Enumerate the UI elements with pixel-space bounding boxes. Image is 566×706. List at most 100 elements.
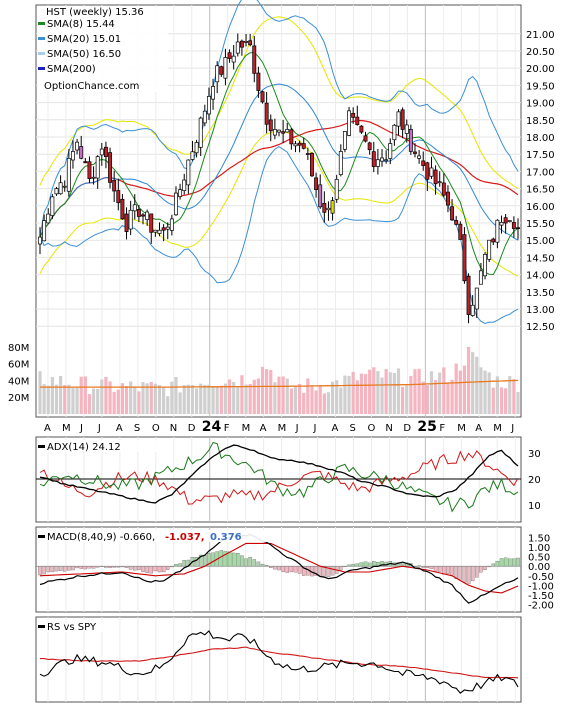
volume-bar (162, 386, 166, 414)
volume-bar (186, 384, 190, 414)
macd-histogram-bar (231, 552, 236, 567)
volume-bar (466, 346, 471, 414)
candle-body (198, 117, 203, 148)
bollinger-upper-line (39, 0, 519, 238)
candle-body (54, 188, 59, 195)
price-y-tick-label: 15.50 (526, 219, 555, 230)
volume-bar (54, 384, 59, 414)
volume-bar (347, 375, 351, 414)
candle-body (231, 55, 236, 63)
x-tick-label: D (188, 423, 196, 434)
candle-body (190, 151, 195, 160)
macd-hist-label: 0.376 (210, 532, 242, 543)
volume-bar (104, 376, 108, 414)
rs-lines (39, 630, 519, 694)
volume-bar (38, 371, 42, 414)
candle-body (141, 214, 145, 217)
candle-body (248, 40, 253, 46)
candle-body (178, 189, 183, 197)
legend-sma20: SMA(20) 15.01 (47, 34, 121, 45)
candle-body (153, 229, 158, 233)
volume-y-tick-label: 80M (8, 343, 29, 354)
volume-bar (260, 366, 265, 414)
candle-body (495, 219, 500, 243)
candle-body (351, 112, 356, 118)
x-tick-label: O (152, 423, 160, 434)
volume-bar (417, 368, 421, 414)
volume-bar (335, 380, 339, 414)
price-overlays (39, 0, 519, 325)
volume-y-axis: 80M 60M 40M 20M (8, 343, 29, 404)
macd-histogram-bar (289, 566, 294, 573)
candle-body (511, 222, 516, 229)
volume-bar (199, 383, 203, 414)
x-tick-label: S (134, 423, 140, 434)
price-y-tick-label: 16.50 (526, 185, 555, 196)
candle-body (50, 196, 55, 216)
volume-bar (421, 381, 425, 414)
x-tick-label: S (349, 423, 355, 434)
volume-bar (256, 378, 260, 414)
candle-body (466, 275, 471, 315)
macd-histogram-bar (182, 560, 186, 567)
candle-body (516, 227, 520, 230)
candle-body (462, 234, 467, 282)
candle-body (227, 52, 232, 59)
volume-bar (512, 379, 516, 414)
volume-bar (153, 383, 157, 414)
volume-bar (314, 390, 318, 414)
macd-histogram-bar (483, 566, 487, 570)
volume-bar (244, 384, 248, 414)
price-y-tick-label: 16.00 (526, 202, 555, 213)
macd-histogram-bar (479, 566, 483, 573)
volume-bar (178, 392, 182, 414)
candle-body (305, 153, 310, 155)
macd-histogram-bar (273, 566, 277, 570)
volume-bar (380, 377, 384, 414)
macd-histogram-bar (153, 566, 158, 572)
macd-histogram-bar (133, 566, 137, 571)
volume-bar (450, 379, 454, 414)
candle-body (421, 160, 426, 166)
macd-histogram-bar (71, 566, 75, 571)
candle-body (87, 161, 92, 179)
candle-body (318, 184, 323, 208)
macd-signal-label: -1.037, (165, 532, 205, 543)
candle-body (219, 66, 224, 75)
legend-sma200: SMA(200) (47, 64, 96, 75)
macd-histogram-bar (203, 555, 207, 567)
x-tick-label: M (242, 423, 251, 434)
sma8-line (39, 52, 519, 276)
candle-body (338, 151, 343, 176)
candle-body (108, 152, 113, 183)
volume-bar (302, 392, 306, 414)
volume-bar (487, 372, 491, 414)
volume-bar (120, 383, 125, 414)
candle-body (58, 182, 63, 195)
x-tick-label: A (44, 423, 51, 434)
macd-histogram-bar (433, 566, 438, 572)
volume-bar (322, 393, 326, 414)
candle-body (454, 220, 459, 225)
x-tick-label: F (439, 423, 445, 434)
candle-body (161, 227, 166, 231)
macd-histogram-bar (372, 561, 376, 567)
x-tick-label: A (475, 423, 482, 434)
candle-body (264, 102, 269, 125)
candle-body (169, 218, 174, 231)
candle-body (334, 178, 339, 200)
candle-body (202, 110, 207, 124)
candle-body (450, 206, 455, 221)
macd-histogram-bar (499, 558, 504, 567)
candle-body (429, 167, 434, 177)
x-tick-label: J (313, 423, 317, 434)
adx-y-axis: 30 20 10 (528, 449, 541, 512)
candle-body (470, 304, 475, 316)
volume-bar (227, 379, 232, 414)
volume-bar (409, 376, 413, 414)
volume-bar (145, 383, 149, 414)
volume-bar (96, 388, 100, 414)
macd-histogram-bar (128, 566, 133, 570)
macd-histogram-bar (508, 558, 512, 567)
macd-lines (36, 533, 521, 604)
